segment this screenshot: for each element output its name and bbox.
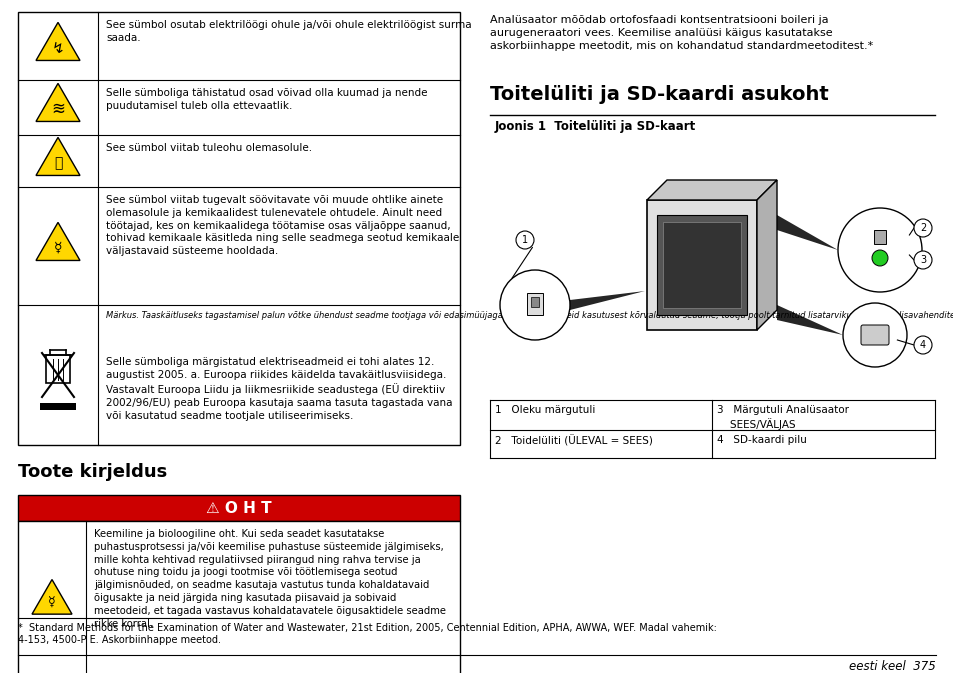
Bar — [531, 297, 538, 307]
Text: 🔥: 🔥 — [53, 156, 62, 170]
Text: Joonis 1  Toitelüliti ja SD-kaart: Joonis 1 Toitelüliti ja SD-kaart — [495, 120, 696, 133]
Circle shape — [913, 336, 931, 354]
Bar — [646, 200, 757, 330]
Text: Märkus. Taaskäitluseks tagastamisel palun võtke ühendust seadme tootjaga või eda: Märkus. Taaskäitluseks tagastamisel palu… — [106, 311, 953, 320]
Text: Selle sümboliga märgistatud elektriseadmeid ei tohi alates 12.
augustist 2005. a: Selle sümboliga märgistatud elektriseadm… — [106, 357, 452, 421]
Text: Keemiline ja bioloogiline oht. Kui seda seadet kasutatakse
puhastusprotsessi ja/: Keemiline ja bioloogiline oht. Kui seda … — [94, 529, 446, 629]
Text: Toote kirjeldus: Toote kirjeldus — [18, 463, 167, 481]
Text: 4: 4 — [919, 340, 925, 350]
Polygon shape — [32, 579, 71, 614]
Circle shape — [842, 303, 906, 367]
Text: 1: 1 — [521, 235, 528, 245]
Bar — [873, 230, 885, 244]
Bar — [18, 12, 459, 445]
Circle shape — [499, 270, 569, 340]
Polygon shape — [776, 305, 842, 335]
Polygon shape — [569, 291, 644, 310]
Bar — [40, 403, 76, 410]
Text: Selle sümboliga tähistatud osad võivad olla kuumad ja nende
puudutamisel tuleb o: Selle sümboliga tähistatud osad võivad o… — [106, 88, 427, 111]
Bar — [662, 222, 740, 308]
Text: ⚠ O H T: ⚠ O H T — [206, 501, 272, 516]
Polygon shape — [776, 215, 837, 250]
Circle shape — [516, 231, 534, 249]
Text: 2: 2 — [919, 223, 925, 233]
Text: 3: 3 — [919, 255, 925, 265]
Polygon shape — [36, 22, 80, 61]
Circle shape — [913, 219, 931, 237]
Text: Toitelüliti ja SD-kaardi asukoht: Toitelüliti ja SD-kaardi asukoht — [490, 85, 828, 104]
Text: See sümbol viitab tuleohu olemasolule.: See sümbol viitab tuleohu olemasolule. — [106, 143, 312, 153]
Text: ↯: ↯ — [51, 40, 64, 55]
Bar — [46, 355, 70, 383]
Text: ☿: ☿ — [49, 596, 56, 610]
Polygon shape — [757, 180, 776, 330]
Bar — [18, 495, 459, 521]
Text: ≋: ≋ — [51, 100, 65, 118]
Polygon shape — [646, 180, 776, 200]
Polygon shape — [36, 222, 80, 260]
Polygon shape — [36, 83, 80, 121]
Circle shape — [871, 250, 887, 266]
FancyBboxPatch shape — [861, 325, 888, 345]
Text: Analüsaator mõõdab ortofosfaadi kontsentratsiooni boileri ja
aurugeneraatori vee: Analüsaator mõõdab ortofosfaadi kontsent… — [490, 15, 872, 51]
Text: 1   Oleku märgutuli: 1 Oleku märgutuli — [495, 405, 595, 415]
Polygon shape — [36, 137, 80, 176]
Bar — [657, 215, 746, 315]
Text: See sümbol osutab elektrilöögi ohule ja/või ohule elektrilöögist surma
saada.: See sümbol osutab elektrilöögi ohule ja/… — [106, 20, 471, 43]
Text: *  Standard Methods for the Examination of Water and Wastewater, 21st Edition, 2: * Standard Methods for the Examination o… — [18, 623, 716, 645]
Text: ☿: ☿ — [53, 241, 62, 255]
Bar — [526, 293, 542, 315]
Text: 2   Toidelüliti (ÜLEVAL = SEES): 2 Toidelüliti (ÜLEVAL = SEES) — [495, 435, 652, 446]
Text: See sümbol viitab tugevalt söövitavate või muude ohtlike ainete
olemasolule ja k: See sümbol viitab tugevalt söövitavate v… — [106, 195, 458, 256]
Circle shape — [837, 208, 921, 292]
Text: 3   Märgutuli Analüsaator
    SEES/VÄLJAS: 3 Märgutuli Analüsaator SEES/VÄLJAS — [717, 405, 848, 430]
Circle shape — [913, 251, 931, 269]
Bar — [18, 521, 459, 673]
Text: eesti keel  375: eesti keel 375 — [848, 660, 935, 673]
Text: 4   SD-kaardi pilu: 4 SD-kaardi pilu — [717, 435, 806, 445]
